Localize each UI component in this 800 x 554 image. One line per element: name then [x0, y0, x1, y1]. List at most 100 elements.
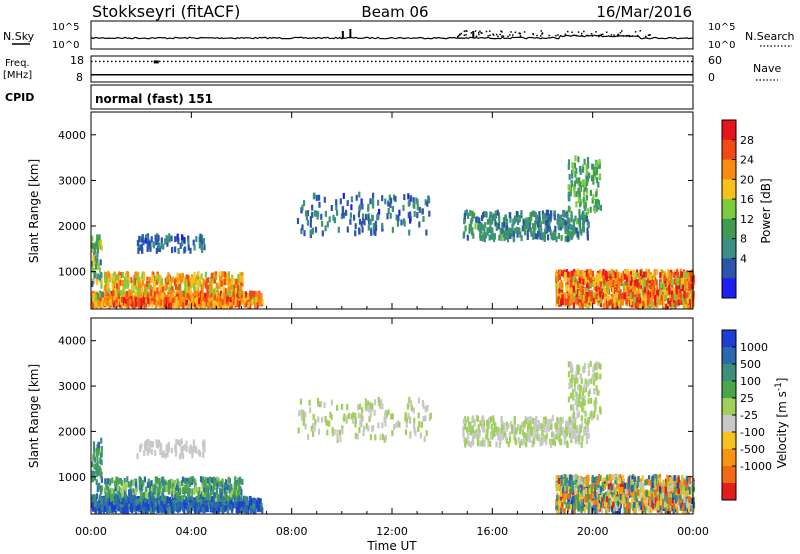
power-cell — [156, 287, 159, 294]
power-cell — [601, 284, 604, 291]
velocity-cell — [155, 439, 158, 446]
velocity-cell — [95, 503, 98, 510]
velocity-cell — [186, 507, 189, 514]
velocity-cell — [559, 417, 563, 423]
power-cell — [134, 279, 137, 285]
velocity-cell — [309, 407, 312, 414]
power-cell — [486, 218, 489, 225]
velocity-cell — [200, 501, 203, 508]
power-cell — [677, 288, 680, 295]
power-cell — [120, 296, 124, 303]
power-cell — [569, 297, 572, 303]
power-cell — [186, 302, 189, 309]
velocity-cell — [136, 453, 139, 460]
power-cell — [239, 276, 242, 283]
power-cell — [95, 259, 98, 266]
velocity-cell — [323, 402, 326, 408]
velocity-cell — [160, 499, 163, 506]
velocity-cell — [179, 495, 182, 502]
power-cell — [187, 280, 190, 287]
power-cell — [223, 279, 226, 286]
velocity-cell — [154, 450, 157, 456]
velocity-cell — [492, 427, 496, 434]
velocity-cell — [350, 413, 353, 420]
power-cell — [176, 286, 179, 293]
power-cell — [491, 218, 494, 225]
power-cell — [489, 227, 492, 234]
cpid-label: CPID — [5, 91, 34, 104]
velocity-cell — [406, 403, 410, 410]
power-cell — [670, 279, 673, 286]
power-cell — [186, 287, 189, 293]
power-cell — [96, 279, 99, 286]
velocity-cell — [127, 501, 130, 508]
power-cell — [553, 214, 556, 221]
power-cell — [199, 236, 202, 243]
power-cell — [653, 269, 656, 276]
power-cell — [527, 225, 530, 232]
power-cell — [161, 291, 164, 297]
power-cell — [578, 166, 582, 173]
power-cell — [680, 283, 683, 290]
power-cell — [180, 275, 183, 282]
power-cell — [581, 166, 585, 173]
power-cell — [95, 300, 98, 307]
velocity-cell — [106, 506, 109, 513]
power-cell — [346, 200, 349, 207]
power-cell — [590, 295, 594, 302]
power-cell — [619, 289, 622, 295]
nsky-series-line — [90, 34, 694, 40]
nsky-tick-bottom-right: 10^0 — [708, 40, 735, 51]
power-cell — [324, 225, 327, 232]
power-cell — [537, 221, 540, 228]
velocity-cell — [154, 477, 157, 484]
power-cell — [218, 271, 221, 278]
nsky-spike — [472, 31, 475, 38]
power-cell — [585, 216, 588, 222]
power-cell — [506, 236, 510, 243]
power-cell — [567, 295, 570, 302]
velocity-cell — [195, 447, 198, 454]
power-cell — [118, 275, 121, 282]
power-cell — [652, 276, 655, 283]
velocity-cell — [119, 507, 122, 513]
velocity-cell — [317, 428, 321, 435]
power-cell — [100, 272, 103, 279]
velocity-cell — [227, 507, 230, 514]
power-cell — [594, 201, 597, 208]
velocity-cell — [164, 486, 167, 492]
velocity-cell — [203, 497, 206, 504]
power-cell — [358, 218, 361, 225]
nsearch-point — [586, 34, 589, 37]
velocity-cell — [156, 486, 159, 493]
velocity-cell — [147, 504, 150, 510]
power-cell — [583, 185, 586, 192]
power-cell — [592, 164, 595, 171]
power-cell — [516, 216, 519, 223]
power-cell — [462, 232, 465, 239]
power-cell — [655, 268, 658, 275]
power-cell — [407, 200, 410, 207]
velocity-cell — [157, 442, 160, 449]
power-cell — [596, 161, 599, 168]
power-cell — [125, 301, 128, 308]
velocity-cell — [148, 447, 151, 454]
velocity-cell — [213, 476, 216, 483]
nsearch-point — [510, 31, 512, 33]
power-cell — [194, 278, 197, 285]
power-cell — [463, 213, 466, 219]
power-cell — [490, 233, 493, 240]
power-cell — [580, 285, 584, 292]
power-cell — [197, 271, 200, 278]
power-cell — [227, 271, 230, 278]
power-cell — [105, 290, 108, 297]
power-cell — [688, 285, 691, 292]
power-cell — [583, 158, 586, 165]
velocity-cell — [203, 486, 206, 492]
power-cell — [484, 232, 488, 239]
velocity-cell — [204, 476, 207, 483]
velocity-cell — [209, 499, 213, 506]
velocity-cell — [298, 410, 301, 417]
power-cell — [221, 271, 224, 278]
nsearch-point — [629, 35, 631, 38]
